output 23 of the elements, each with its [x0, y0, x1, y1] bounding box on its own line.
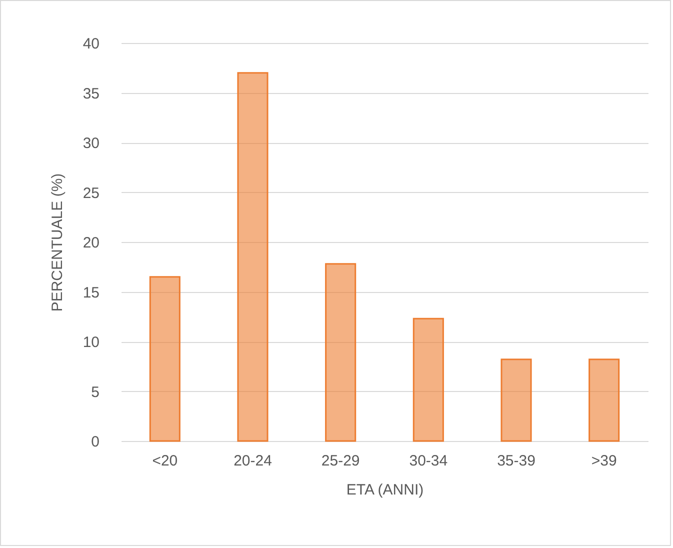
y-tick-label: 20 [82, 234, 100, 252]
y-tick-label: 30 [82, 135, 100, 152]
x-axis-title: ETA (ANNI) [346, 482, 424, 498]
y-tick-label: 10 [82, 334, 100, 351]
bar [325, 263, 356, 442]
bar [500, 358, 532, 442]
x-tick-label: 30-34 [409, 452, 448, 470]
y-tick-label: 35 [82, 85, 100, 102]
y-tick-label: 5 [91, 384, 100, 401]
x-tick-label: 35-39 [497, 452, 536, 470]
x-tick-label: 20-24 [234, 452, 272, 470]
bar [149, 276, 180, 442]
y-axis-title: PERCENTUALE (%) [48, 173, 66, 312]
bar [588, 358, 620, 442]
bar [237, 72, 268, 442]
x-tick-label: <20 [152, 452, 178, 470]
x-tick-label: 25-29 [321, 452, 360, 470]
y-tick-label: 15 [82, 284, 100, 302]
y-tick-label: 0 [91, 434, 100, 450]
x-tick-label: >39 [591, 452, 617, 470]
y-tick-label: 25 [82, 184, 100, 202]
y-tick-label: 40 [82, 36, 100, 52]
bar [412, 318, 444, 442]
